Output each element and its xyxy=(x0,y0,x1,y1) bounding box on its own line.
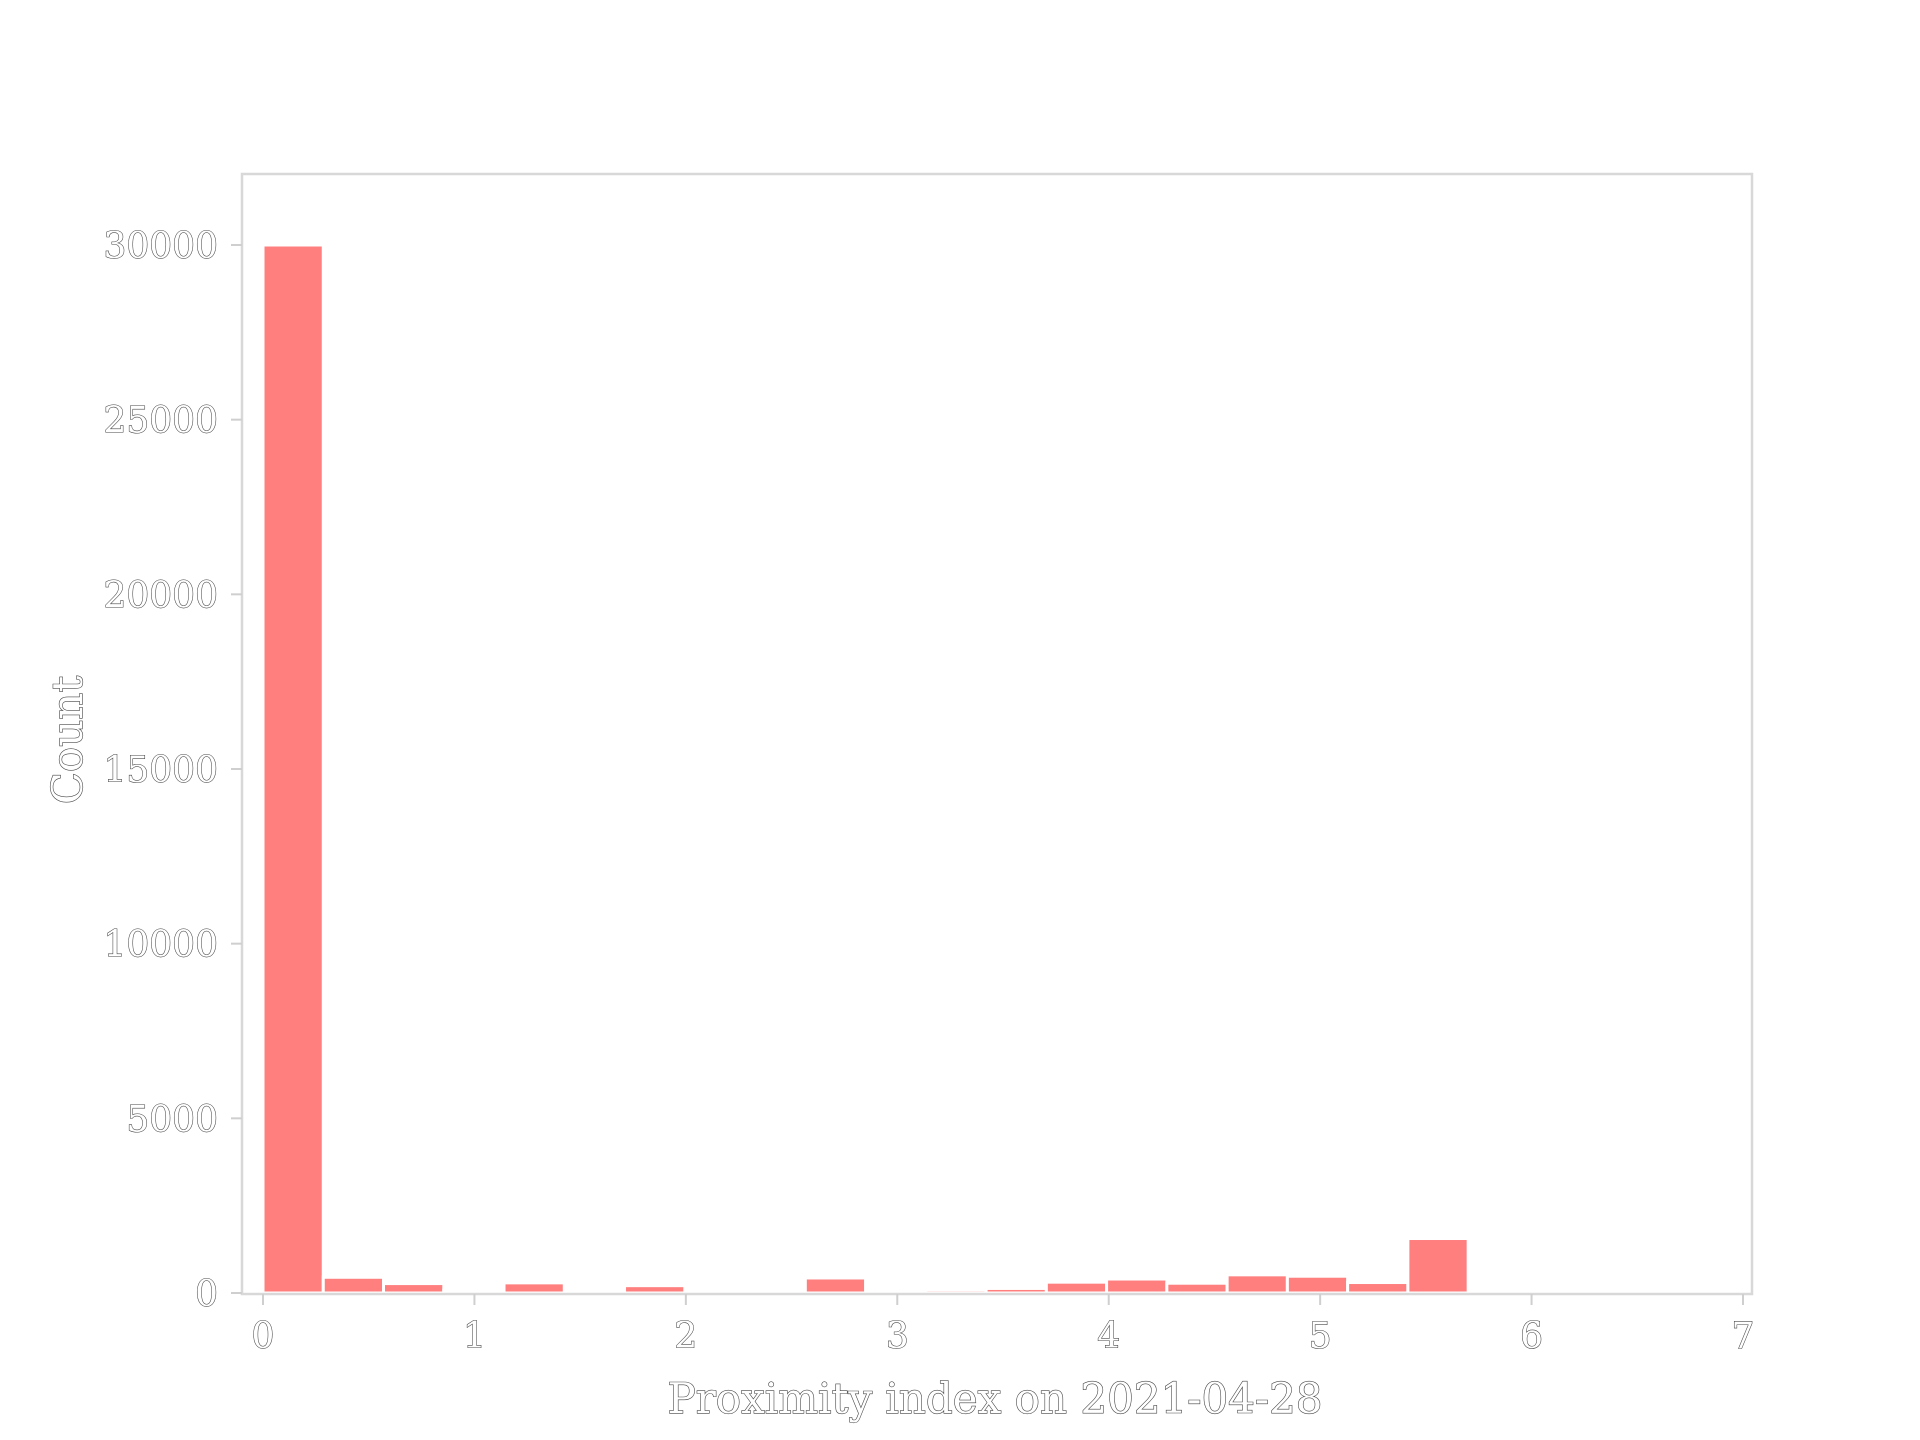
histogram-bar-3 xyxy=(442,1288,506,1295)
histogram-bar-19 xyxy=(1406,1237,1470,1295)
x-tick-label: 1 xyxy=(463,1316,486,1357)
histogram-bar-2 xyxy=(382,1282,446,1295)
histogram-bar-14 xyxy=(1105,1277,1169,1295)
x-tick-label: 0 xyxy=(252,1316,275,1357)
histogram-bar-4 xyxy=(502,1281,566,1295)
y-tick-label: 5000 xyxy=(126,1099,218,1140)
histogram-bar-8 xyxy=(743,1289,807,1295)
y-axis-label: Count xyxy=(43,676,92,805)
x-tick-label: 6 xyxy=(1520,1316,1543,1357)
histogram-bar-13 xyxy=(1044,1280,1109,1295)
x-tick-label: 3 xyxy=(886,1316,909,1357)
histogram-bar-0 xyxy=(261,243,325,1295)
histogram-bar-18 xyxy=(1346,1281,1410,1295)
bars-group xyxy=(261,243,1470,1295)
y-tick-label: 15000 xyxy=(103,750,218,791)
histogram-bar-15 xyxy=(1165,1281,1229,1295)
plot-frame xyxy=(240,172,1754,1296)
histogram-bar-12 xyxy=(984,1286,1048,1295)
y-tick-label: 20000 xyxy=(103,575,218,616)
histogram-bar-6 xyxy=(623,1284,687,1295)
y-tick-label: 10000 xyxy=(103,925,218,966)
x-tick-label: 4 xyxy=(1097,1316,1120,1357)
histogram-bar-1 xyxy=(321,1275,386,1295)
x-tick-label: 5 xyxy=(1309,1316,1332,1357)
x-tick-label: 7 xyxy=(1732,1316,1755,1357)
histogram-bar-11 xyxy=(924,1288,988,1295)
x-tick-label: 2 xyxy=(674,1316,697,1357)
y-tick-label: 25000 xyxy=(103,401,218,442)
y-tick-label: 30000 xyxy=(103,226,218,267)
histogram-bar-16 xyxy=(1225,1273,1289,1295)
y-tick-label: 0 xyxy=(195,1274,218,1315)
y-axis: 0 5000 10000 15000 20000 25000 30000 xyxy=(103,225,242,1316)
histogram-bar-9 xyxy=(803,1276,868,1295)
x-axis: 0 1 2 3 4 5 6 7 xyxy=(251,1294,1755,1358)
histogram-bar-17 xyxy=(1285,1274,1350,1295)
x-axis-label: Proximity index on 2021-04-28 xyxy=(667,1374,1322,1423)
